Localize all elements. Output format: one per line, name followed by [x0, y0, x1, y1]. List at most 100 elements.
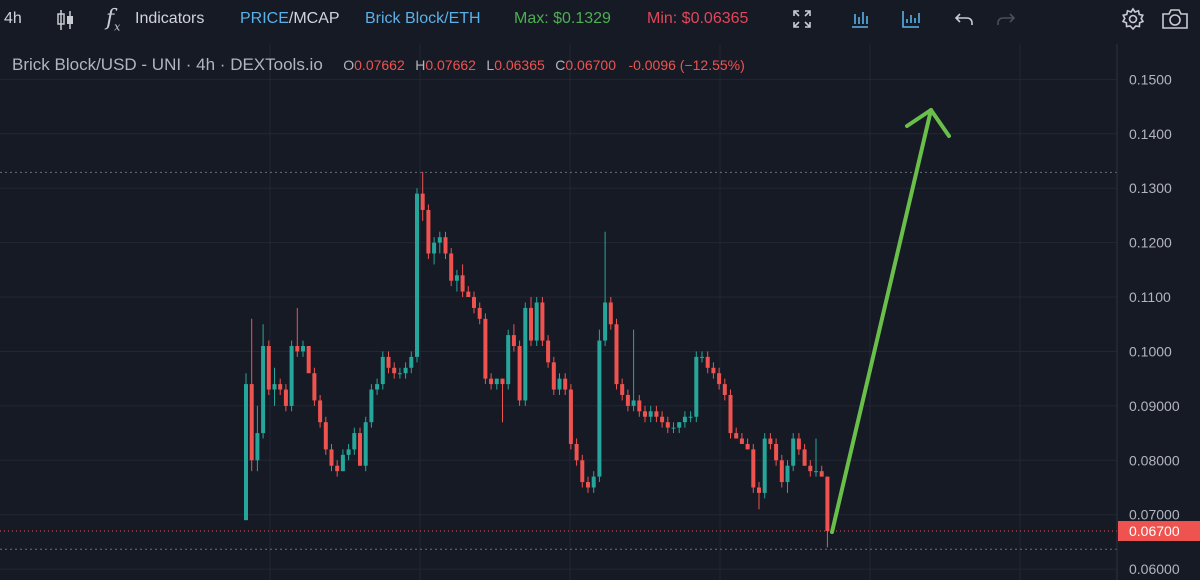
candles: [244, 171, 830, 548]
undo-icon[interactable]: [954, 9, 974, 34]
candle: [272, 367, 277, 406]
candle-body: [722, 384, 727, 395]
candle: [597, 329, 602, 483]
candle-body: [620, 384, 625, 395]
candle: [637, 394, 642, 417]
bars-icon[interactable]: [901, 9, 921, 34]
candle: [460, 264, 465, 298]
candle: [682, 411, 687, 428]
candle: [625, 389, 630, 412]
settings-icon[interactable]: [1121, 7, 1145, 36]
candle: [677, 422, 682, 434]
candle-body: [363, 422, 368, 466]
indicators-button[interactable]: Indicators: [135, 10, 205, 27]
ohlc-legend: Brick Block/USD - UNI · 4h · DEXTools.io…: [12, 55, 745, 75]
min-price-label: Min: $0.06365: [647, 10, 749, 27]
price-tick-label: 0.1300: [1129, 180, 1172, 196]
last-price-badge: [1118, 521, 1200, 542]
candle-body: [643, 411, 647, 417]
candle-body: [312, 373, 317, 401]
candle: [620, 378, 625, 401]
candle: [694, 351, 699, 423]
price-axis[interactable]: 0.1500 0.1400 0.1300 0.1200 0.1100 0.1000 0.09…: [1116, 44, 1200, 580]
candle: [705, 351, 710, 374]
close-key: C: [555, 57, 566, 73]
candle: [739, 433, 744, 444]
candle-body: [591, 476, 596, 488]
candle: [660, 411, 665, 428]
redo-icon[interactable]: [996, 9, 1016, 34]
candle-body: [409, 356, 414, 368]
candle-body: [517, 346, 522, 401]
candle-body: [705, 356, 710, 368]
candle: [717, 367, 722, 390]
candle: [648, 405, 653, 423]
candle-body: [774, 443, 779, 461]
candle-body: [779, 460, 784, 483]
candle-body: [637, 400, 642, 412]
candle-body: [671, 427, 676, 429]
candle: [654, 405, 659, 423]
candle: [796, 433, 801, 455]
price-tick-label: 0.1500: [1129, 71, 1172, 87]
candle: [779, 454, 784, 488]
candle-body: [386, 356, 391, 368]
price-mcap-toggle[interactable]: PRICE/MCAP: [240, 10, 340, 28]
candle-body: [677, 422, 682, 428]
candle: [768, 433, 773, 450]
candle: [825, 476, 830, 548]
candle: [466, 286, 471, 298]
candle-body: [563, 378, 568, 390]
fullscreen-icon[interactable]: [792, 9, 812, 34]
interval-button[interactable]: 4h: [4, 10, 22, 27]
candle-body: [261, 346, 266, 434]
candle: [580, 454, 585, 488]
candle: [529, 297, 533, 347]
price-tick-label: 0.1400: [1129, 126, 1172, 142]
candle: [397, 367, 402, 379]
camera-icon[interactable]: [1161, 7, 1189, 36]
fx-icon[interactable]: fx: [106, 6, 121, 34]
candle-body: [420, 193, 425, 210]
candle-body: [603, 302, 608, 341]
pair-toggle[interactable]: Brick Block/ETH: [365, 10, 481, 27]
candle-body: [272, 384, 277, 390]
candle-body: [660, 416, 665, 423]
candle: [757, 482, 761, 510]
candle-body: [819, 471, 824, 477]
candle-body: [557, 378, 562, 390]
candle-body: [568, 389, 573, 444]
candle-body: [700, 356, 704, 358]
candle-body: [460, 275, 465, 292]
candle: [523, 302, 528, 406]
candle: [375, 378, 380, 395]
candle: [392, 362, 397, 379]
candle-body: [825, 476, 830, 532]
candle-body: [665, 422, 670, 428]
high-value: 0.07662: [425, 57, 476, 73]
high-key: H: [415, 57, 426, 73]
candle-body: [739, 438, 744, 444]
candle-body: [625, 394, 630, 406]
candles-icon[interactable]: [56, 8, 76, 37]
candle-body: [791, 438, 796, 466]
candle: [762, 433, 767, 499]
candle: [774, 438, 779, 466]
low-key: L: [486, 57, 495, 73]
candle-body: [768, 438, 773, 444]
candle-body: [403, 367, 408, 374]
chart-type-icon[interactable]: [850, 9, 870, 34]
chart-grid: [0, 44, 1117, 580]
candle: [477, 302, 482, 325]
candle: [688, 411, 693, 423]
price-label[interactable]: PRICE: [240, 10, 289, 27]
price-tick-label: 0.1000: [1129, 343, 1172, 359]
candle: [380, 351, 385, 390]
candle-body: [255, 433, 260, 461]
mcap-label[interactable]: /MCAP: [288, 10, 340, 27]
reference-lines: [0, 171, 1117, 550]
candle-body: [506, 335, 511, 385]
candle: [358, 427, 362, 466]
candle: [369, 384, 374, 428]
